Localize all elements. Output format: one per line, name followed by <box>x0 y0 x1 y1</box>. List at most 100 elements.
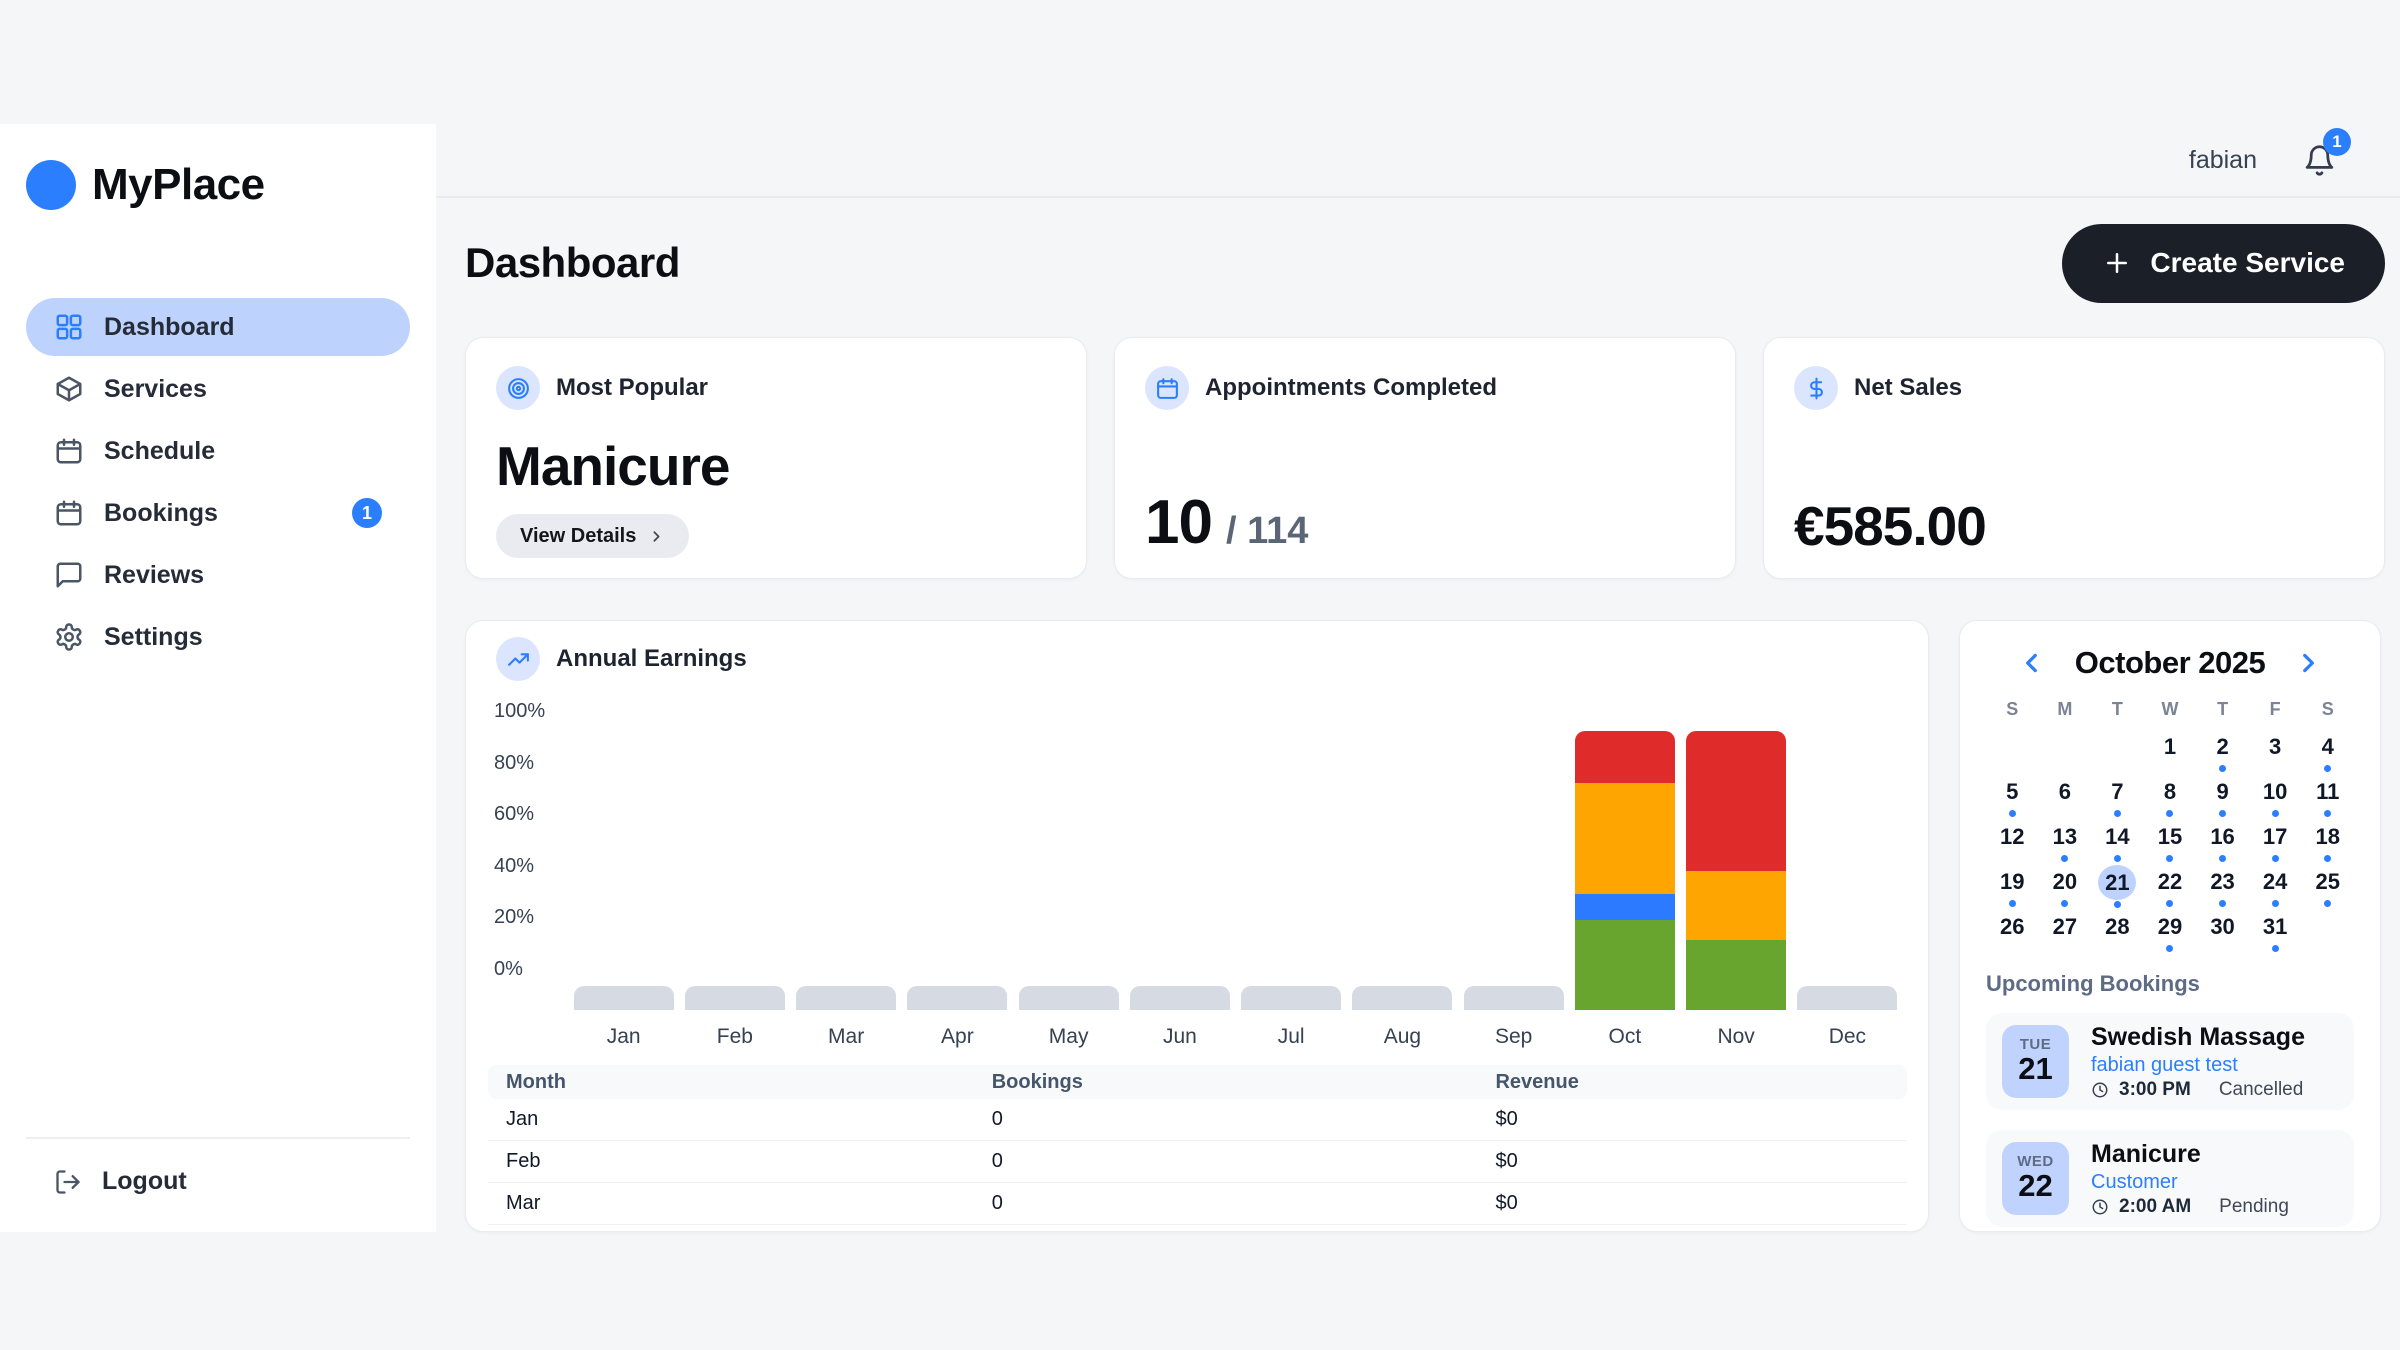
upcoming-bookings-list: TUE 21 Swedish Massage fabian guest test 3:0… <box>1986 1013 2354 1227</box>
calendar-day-26[interactable]: 26 <box>1986 908 2039 953</box>
table-row: Feb 0 $0 <box>488 1141 1907 1183</box>
calendar-day-30[interactable]: 30 <box>2196 908 2249 953</box>
sidebar-item-settings[interactable]: Settings <box>26 608 410 666</box>
calendar-day-9[interactable]: 9 <box>2196 773 2249 818</box>
calendar-day-14[interactable]: 14 <box>2091 818 2144 863</box>
bar-stack <box>1352 986 1453 1010</box>
y-tick-label: 80% <box>494 751 535 774</box>
booking-item[interactable]: WED 22 Manicure Customer 2:00 AM Pending <box>1986 1130 2354 1227</box>
calendar-day-10[interactable]: 10 <box>2249 773 2302 818</box>
day-number: 20 <box>2052 869 2078 894</box>
sidebar-nav: Dashboard Services Schedule Bookings 1 Review… <box>0 298 436 666</box>
chart-bar-feb <box>679 986 790 1010</box>
calendar-day-22[interactable]: 22 <box>2144 863 2197 908</box>
chart-bar-dec <box>1792 986 1903 1010</box>
booking-dot <box>2219 855 2227 862</box>
booking-meta: 3:00 PM Cancelled <box>2091 1079 2305 1101</box>
bar-segment-green <box>1686 940 1787 1010</box>
calendar-day-12[interactable]: 12 <box>1986 818 2039 863</box>
calendar-day-21[interactable]: 21 <box>2091 863 2144 908</box>
calendar-day-7[interactable]: 7 <box>2091 773 2144 818</box>
calendar-day-13[interactable]: 13 <box>2039 818 2092 863</box>
calendar-day-17[interactable]: 17 <box>2249 818 2302 863</box>
sidebar-footer: Logout <box>26 1137 410 1232</box>
bar-segment-red <box>1574 731 1675 783</box>
y-tick-label: 20% <box>494 906 535 929</box>
weekday-label: T <box>2111 699 2123 719</box>
bell-icon <box>2305 144 2334 176</box>
day-number: 4 <box>2321 734 2334 759</box>
booking-date-tile: TUE 21 <box>2002 1025 2069 1098</box>
package-icon <box>54 374 84 404</box>
day-number: 30 <box>2210 914 2235 939</box>
booking-dot <box>2166 945 2174 952</box>
calendar-day-19[interactable]: 19 <box>1986 863 2039 908</box>
y-tick-label: 100% <box>494 700 546 722</box>
day-number: 8 <box>2163 779 2177 804</box>
calendar-day-29[interactable]: 29 <box>2144 908 2197 953</box>
booking-item[interactable]: TUE 21 Swedish Massage fabian guest test 3:0… <box>1986 1013 2354 1110</box>
logout-button[interactable]: Logout <box>26 1167 410 1196</box>
calendar-day-16[interactable]: 16 <box>2196 818 2249 863</box>
create-service-button[interactable]: Create Service <box>2062 223 2385 303</box>
calendar-day-25[interactable]: 25 <box>2301 863 2354 908</box>
notification-badge: 1 <box>2323 127 2351 156</box>
booking-time: 2:00 AM <box>2119 1195 2192 1217</box>
chart-bar-oct <box>1569 731 1680 1010</box>
calendar-day-20[interactable]: 20 <box>2039 863 2092 908</box>
calendar-day-11[interactable]: 11 <box>2301 773 2354 818</box>
day-number: 9 <box>2216 779 2229 804</box>
calendar-icon <box>54 436 84 466</box>
day-number: 14 <box>2105 824 2130 849</box>
calendar-next-button[interactable] <box>2291 646 2325 680</box>
calendar-day-15[interactable]: 15 <box>2144 818 2197 863</box>
weekday-label: S <box>2006 699 2019 719</box>
calendar-prev-button[interactable] <box>2015 646 2049 680</box>
calendar-day-23[interactable]: 23 <box>2196 863 2249 908</box>
sidebar-item-schedule[interactable]: Schedule <box>26 422 410 480</box>
sidebar-item-reviews[interactable]: Reviews <box>26 546 410 604</box>
y-tick-label: 60% <box>494 803 535 826</box>
day-number: 26 <box>2000 914 2025 939</box>
booking-dot <box>2061 855 2069 862</box>
booking-customer: Customer <box>2091 1170 2178 1193</box>
day-number: 25 <box>2315 869 2340 894</box>
cell-bookings: 0 <box>991 1150 1003 1172</box>
calendar-day-4[interactable]: 4 <box>2301 728 2354 773</box>
booking-dot <box>2166 855 2174 862</box>
view-details-button[interactable]: View Details <box>496 514 690 558</box>
sidebar-item-label: Settings <box>104 622 203 651</box>
calendar-day-6[interactable]: 6 <box>2039 773 2092 818</box>
calendar-day-3[interactable]: 3 <box>2249 728 2302 773</box>
appointments-total: / 114 <box>1225 510 1309 552</box>
calendar-day-18[interactable]: 18 <box>2301 818 2354 863</box>
most-popular-value: Manicure <box>496 435 730 497</box>
calendar-day-27[interactable]: 27 <box>2039 908 2092 953</box>
notifications-button[interactable]: 1 <box>2303 127 2351 177</box>
bookings-count-badge: 1 <box>352 498 382 528</box>
cell-bookings: 0 <box>991 1108 1003 1130</box>
calendar-day-5[interactable]: 5 <box>1986 773 2039 818</box>
booking-dot <box>2166 810 2174 817</box>
sidebar-item-bookings[interactable]: Bookings 1 <box>26 484 410 542</box>
calendar-day-24[interactable]: 24 <box>2249 863 2302 908</box>
calendar-day-28[interactable]: 28 <box>2091 908 2144 953</box>
sidebar-item-services[interactable]: Services <box>26 360 410 418</box>
booking-customer: fabian guest test <box>2091 1053 2238 1076</box>
day-number: 12 <box>2000 824 2025 849</box>
bar-segment-orange <box>1574 782 1675 894</box>
username: fabian <box>2188 145 2257 174</box>
booking-dot <box>2219 810 2227 817</box>
card-label: Appointments Completed <box>1205 374 1497 401</box>
calendar-day-31[interactable]: 31 <box>2249 908 2302 953</box>
day-number: 23 <box>2210 869 2235 894</box>
calendar-day-8[interactable]: 8 <box>2144 773 2197 818</box>
calendar-day-1[interactable]: 1 <box>2144 728 2197 773</box>
sidebar-item-dashboard[interactable]: Dashboard <box>26 298 410 356</box>
y-tick-label: 0% <box>494 958 523 980</box>
calendar-icon <box>54 498 84 528</box>
calendar-empty-cell <box>1986 728 2039 773</box>
x-tick-label: Jan <box>606 1025 641 1048</box>
calendar-day-2[interactable]: 2 <box>2196 728 2249 773</box>
target-icon <box>496 366 540 410</box>
